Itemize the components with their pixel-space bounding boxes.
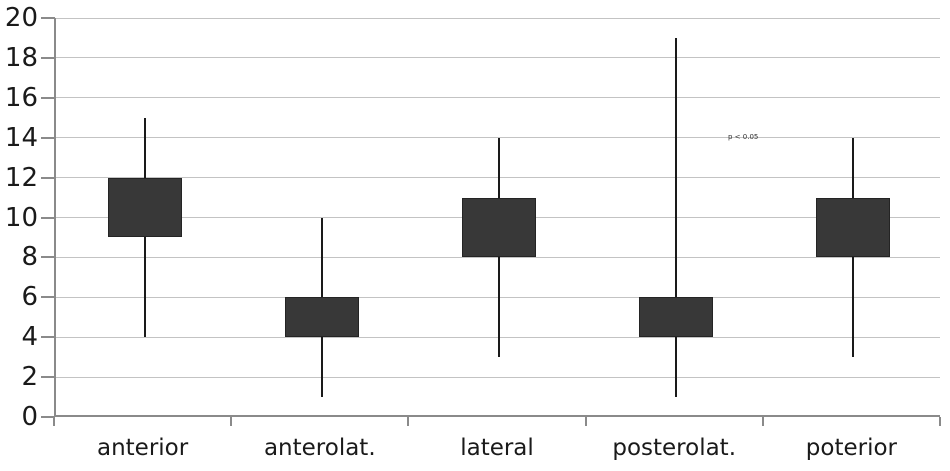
box-anterolat [284, 297, 359, 338]
y-axis-tick [41, 336, 55, 339]
x-axis-category-label: poterior [805, 435, 897, 461]
x-axis-tick [53, 417, 55, 426]
y-axis-tick [41, 296, 55, 299]
y-axis-tick [41, 416, 55, 418]
box-lateral [462, 197, 536, 258]
gridline [56, 97, 940, 99]
whisker-posterolat [675, 37, 678, 398]
x-axis-tick [761, 417, 764, 426]
x-axis-tick [407, 417, 410, 426]
y-axis-tick-label: 12 [4, 162, 38, 193]
x-axis-tick [230, 417, 233, 426]
y-axis-tick-label: 10 [4, 202, 38, 233]
y-axis-tick [41, 56, 55, 59]
y-axis-tick [41, 376, 55, 379]
y-axis-tick-label: 18 [4, 42, 38, 73]
x-axis-category-label: anterior [96, 435, 189, 461]
y-axis-tick [41, 17, 55, 19]
y-axis-tick [41, 256, 55, 259]
x-axis-tick [584, 417, 587, 426]
y-axis-tick-label: 16 [4, 82, 38, 113]
x-axis-tick [939, 417, 941, 426]
y-axis-tick [41, 96, 55, 99]
plot-area [54, 17, 940, 417]
y-axis-tick [41, 176, 55, 179]
y-axis-tick [41, 136, 55, 139]
gridline [56, 17, 940, 19]
y-axis-tick-label: 8 [21, 242, 38, 273]
y-axis-tick-label: 2 [21, 362, 38, 393]
x-axis-category-label: lateral [460, 435, 534, 461]
y-axis-tick-label: 14 [4, 122, 38, 153]
y-axis-tick-label: 0 [21, 402, 38, 432]
y-axis-tick-label: 20 [4, 3, 38, 33]
y-axis-tick-label: 4 [21, 322, 38, 353]
box-anterior [107, 177, 182, 238]
x-axis-category-label: posterolat. [612, 435, 737, 461]
gridline [56, 57, 940, 59]
significance-annotation: p < 0.05 [728, 133, 759, 141]
x-axis-category-label: anterolat. [263, 435, 376, 461]
y-axis-tick-label: 6 [21, 282, 38, 313]
box-posterolat [639, 297, 714, 338]
y-axis-tick [41, 216, 55, 219]
gridline [56, 376, 940, 378]
box-poterior [816, 197, 891, 258]
